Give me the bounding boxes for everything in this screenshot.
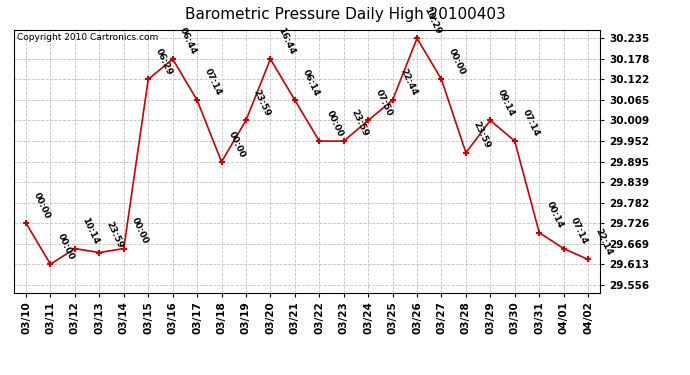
Text: 06:44: 06:44 [178,26,199,56]
Text: 00:00: 00:00 [227,130,247,159]
Text: Copyright 2010 Cartronics.com: Copyright 2010 Cartronics.com [17,33,158,42]
Text: 10:14: 10:14 [81,216,101,246]
Text: 22:44: 22:44 [398,68,419,97]
Text: 07:50: 07:50 [374,88,394,118]
Text: 07:14: 07:14 [203,68,223,97]
Text: 06:29: 06:29 [154,47,174,76]
Text: 10:29: 10:29 [422,6,443,36]
Text: 23:59: 23:59 [252,88,272,118]
Text: 07:14: 07:14 [520,108,541,138]
Text: 23:59: 23:59 [105,220,125,250]
Text: 00:00: 00:00 [56,232,76,261]
Text: 00:00: 00:00 [447,47,467,76]
Text: 06:14: 06:14 [300,68,321,97]
Text: 00:00: 00:00 [129,216,149,246]
Text: 09:14: 09:14 [496,88,516,118]
Text: 07:14: 07:14 [569,216,589,246]
Text: 00:00: 00:00 [32,191,52,220]
Text: 00:14: 00:14 [545,200,565,230]
Text: Barometric Pressure Daily High 20100403: Barometric Pressure Daily High 20100403 [185,8,505,22]
Text: 16:44: 16:44 [276,26,296,56]
Text: 22:14: 22:14 [593,227,614,256]
Text: 23:59: 23:59 [471,120,492,150]
Text: 00:00: 00:00 [325,109,345,138]
Text: 23:59: 23:59 [349,108,370,138]
